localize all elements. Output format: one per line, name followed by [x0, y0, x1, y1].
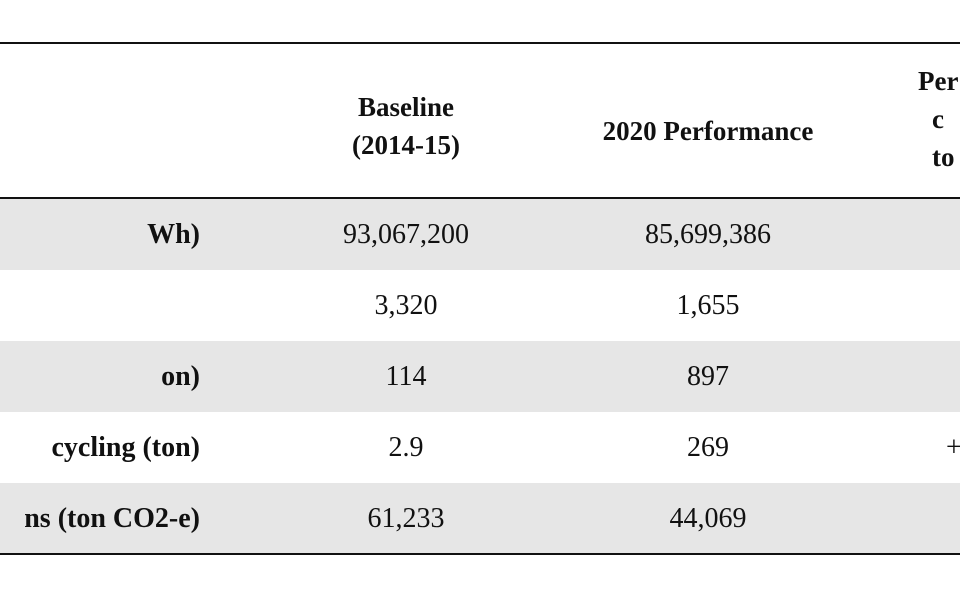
row-baseline-value: 3,320 [374, 290, 438, 321]
row-label [0, 270, 200, 341]
row-label: Wh) [147, 219, 200, 250]
header-pct-line2: c [932, 104, 944, 134]
row-performance-value: 44,069 [669, 503, 747, 534]
row-pct-value [946, 199, 960, 270]
row-baseline-value: 2.9 [388, 432, 424, 463]
row-label: cycling (ton) [51, 432, 200, 463]
table-header-rule [0, 197, 960, 199]
table-row: Wh) 93,067,200 85,699,386 [0, 199, 960, 270]
table-top-rule [0, 42, 960, 44]
header-baseline-line1: Baseline [357, 92, 454, 122]
row-performance-value: 269 [687, 432, 729, 463]
header-pct-line3: to [932, 142, 955, 172]
row-pct-value [946, 483, 960, 554]
header-baseline: Baseline (2014-15) [306, 88, 506, 164]
table-row: on) 114 897 [0, 341, 960, 412]
table-bottom-rule [0, 553, 960, 555]
table-row: cycling (ton) 2.9 269 + [0, 412, 960, 483]
row-baseline-value: 114 [385, 361, 427, 392]
table-row: 3,320 1,655 [0, 270, 960, 341]
row-label: ns (ton CO2-e) [24, 503, 200, 534]
row-baseline-value: 61,233 [367, 503, 445, 534]
table-row: ns (ton CO2-e) 61,233 44,069 [0, 483, 960, 554]
row-pct-value [946, 341, 960, 412]
header-baseline-line2: (2014-15) [352, 130, 460, 160]
row-baseline-value: 93,067,200 [343, 219, 469, 250]
row-performance-value: 85,699,386 [645, 219, 771, 250]
row-performance-value: 897 [687, 361, 729, 392]
row-label: on) [161, 361, 200, 392]
row-pct-value [946, 270, 960, 341]
header-2020-performance: 2020 Performance [602, 116, 814, 146]
header-pct-line1: Per [918, 66, 959, 96]
row-pct-value: + [946, 432, 960, 463]
row-performance-value: 1,655 [676, 290, 740, 321]
header-percent-change: Per c to [918, 62, 960, 176]
